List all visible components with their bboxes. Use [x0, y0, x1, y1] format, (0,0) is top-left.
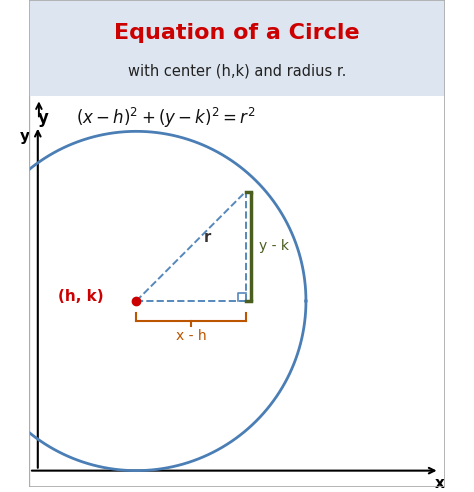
- Text: y: y: [38, 109, 49, 127]
- Text: x: x: [435, 476, 445, 492]
- FancyBboxPatch shape: [29, 0, 445, 487]
- Text: y - k: y - k: [259, 239, 289, 253]
- FancyBboxPatch shape: [29, 0, 445, 487]
- Text: Equation of a Circle: Equation of a Circle: [114, 23, 360, 43]
- Text: with center (h,k) and radius r.: with center (h,k) and radius r.: [128, 63, 346, 79]
- Text: $(x - h)^2 + (y - k)^2 = r^2$: $(x - h)^2 + (y - k)^2 = r^2$: [76, 106, 256, 130]
- FancyBboxPatch shape: [29, 0, 445, 96]
- Text: (h, k): (h, k): [57, 289, 103, 304]
- Text: r: r: [204, 230, 211, 245]
- Text: x - h: x - h: [176, 329, 206, 343]
- Text: y: y: [19, 129, 30, 144]
